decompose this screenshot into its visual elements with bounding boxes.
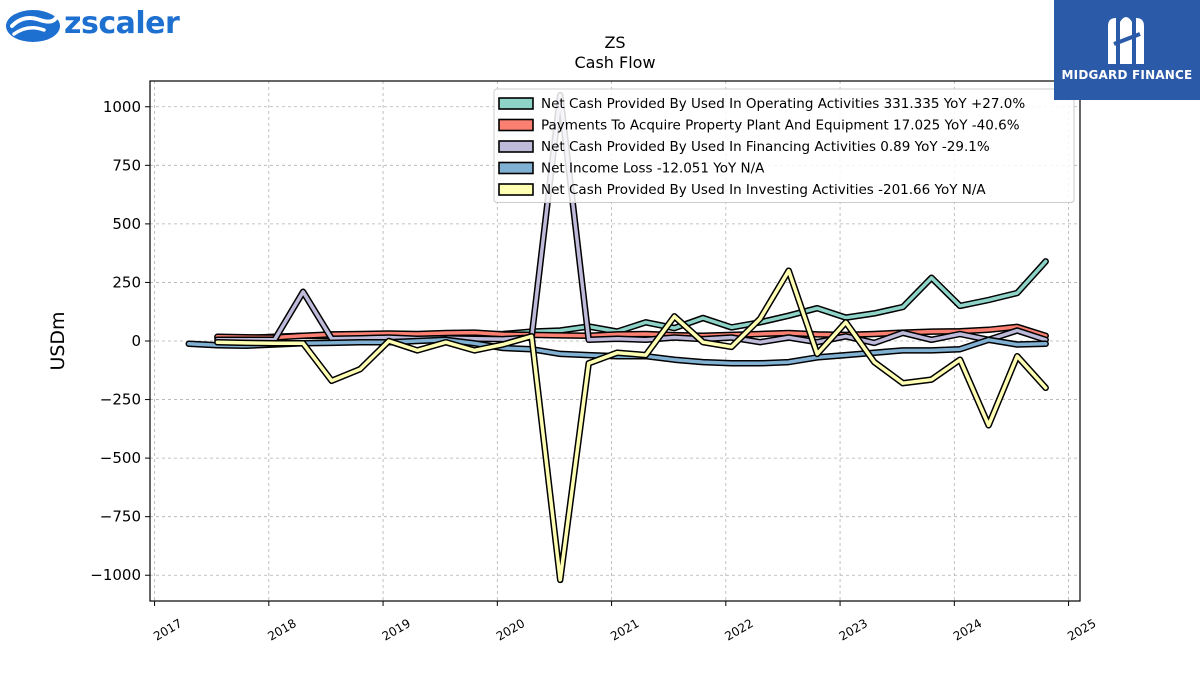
midgard-monogram-icon bbox=[1108, 17, 1144, 64]
legend-label: Net Cash Provided By Used In Operating A… bbox=[541, 96, 1025, 112]
legend-label: Net Cash Provided By Used In Financing A… bbox=[541, 139, 990, 155]
zscaler-logo: zscaler bbox=[4, 4, 184, 46]
y-tick-label: 750 bbox=[112, 156, 141, 174]
x-tick-label: 2023 bbox=[837, 616, 870, 643]
x-tick-label: 2025 bbox=[1065, 616, 1098, 643]
chart-subtitle: Cash Flow bbox=[574, 53, 655, 72]
series-lines bbox=[185, 91, 1049, 584]
legend-swatch bbox=[498, 118, 534, 132]
series-line bbox=[215, 259, 1048, 340]
series-line bbox=[215, 93, 1048, 345]
x-tick-label: 2022 bbox=[722, 616, 755, 643]
chart-title: ZS bbox=[604, 33, 625, 52]
series-line bbox=[187, 338, 1048, 366]
y-tick-label: −500 bbox=[100, 449, 141, 467]
legend-swatch bbox=[498, 183, 534, 196]
midgard-finance-logo: MIDGARD FINANCE bbox=[1054, 0, 1200, 100]
series-5 bbox=[214, 267, 1049, 584]
legend-swatch bbox=[498, 161, 534, 175]
x-tick-label: 2020 bbox=[494, 616, 527, 643]
x-tick-label: 2018 bbox=[265, 616, 298, 643]
series-line-outline bbox=[214, 267, 1049, 584]
y-tick-label: −750 bbox=[100, 508, 141, 526]
axis-ticks: 2017 2018 2019 2020 2021 2022 2023 2024 2025 −100… bbox=[90, 98, 1098, 644]
y-tick-label: 1000 bbox=[103, 98, 141, 116]
series-1 bbox=[214, 258, 1049, 342]
legend-label: Net Income Loss -12.051 YoY N/A bbox=[541, 161, 765, 177]
x-tick-label: 2024 bbox=[951, 616, 984, 643]
y-tick-label: 0 bbox=[131, 332, 141, 350]
series-line bbox=[215, 268, 1048, 582]
x-tick-label: 2019 bbox=[380, 616, 413, 643]
midgard-wordmark: MIDGARD FINANCE bbox=[1061, 68, 1193, 82]
legend-swatch bbox=[498, 140, 534, 153]
legend-label: Net Cash Provided By Used In Investing A… bbox=[541, 182, 986, 198]
legend-box bbox=[493, 88, 1075, 203]
y-axis-label: USDm bbox=[47, 311, 69, 370]
legend-label: Payments To Acquire Property Plant And E… bbox=[541, 118, 1020, 134]
y-tick-label: −250 bbox=[100, 391, 141, 409]
series-4 bbox=[185, 336, 1049, 367]
x-tick-label: 2017 bbox=[151, 616, 184, 643]
x-tick-label: 2021 bbox=[608, 616, 641, 643]
zscaler-wordmark: zscaler bbox=[64, 6, 180, 41]
legend: Net Cash Provided By Used In Operating A… bbox=[493, 88, 1075, 203]
series-3 bbox=[214, 91, 1049, 347]
y-tick-label: −1000 bbox=[90, 566, 141, 584]
zscaler-cloud-icon bbox=[6, 10, 60, 42]
y-tick-label: 500 bbox=[112, 215, 141, 233]
y-tick-label: 250 bbox=[112, 273, 141, 291]
legend-swatch bbox=[498, 97, 534, 110]
